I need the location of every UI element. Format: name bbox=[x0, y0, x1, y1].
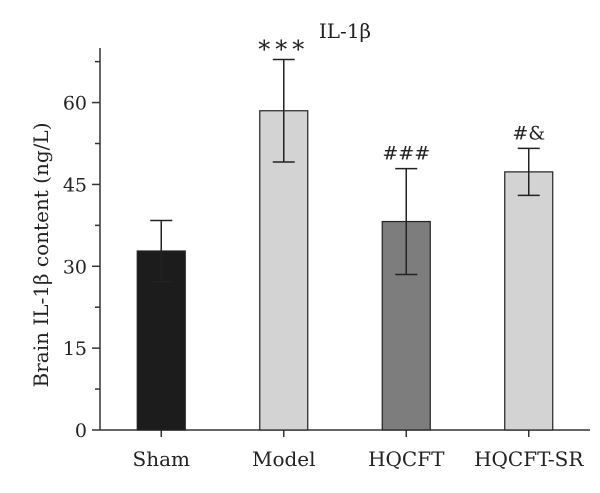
category-label: HQCFT-SR bbox=[474, 447, 584, 471]
y-tick-label: 60 bbox=[63, 93, 87, 115]
significance-label: *** bbox=[258, 35, 309, 63]
y-tick-label: 0 bbox=[75, 420, 87, 442]
plot-area: 0 15 30 45 60 Sham Model *** HQCFT ### HQCFT-SR #& bbox=[63, 35, 590, 471]
category-label: Model bbox=[252, 447, 316, 471]
bar-model bbox=[259, 110, 309, 431]
category-label: HQCFT bbox=[368, 447, 445, 471]
significance-label: #& bbox=[512, 122, 545, 144]
category-label: Sham bbox=[133, 447, 191, 471]
bar-hqcft-sr bbox=[504, 171, 554, 431]
y-tick-label: 15 bbox=[63, 338, 87, 360]
y-tick-label: 30 bbox=[63, 256, 87, 278]
y-axis-label: Brain IL-1β content (ng/L) bbox=[29, 123, 53, 388]
significance-label: ### bbox=[382, 143, 430, 165]
y-tick-label: 45 bbox=[63, 174, 87, 196]
chart-title: IL-1β bbox=[319, 19, 371, 43]
